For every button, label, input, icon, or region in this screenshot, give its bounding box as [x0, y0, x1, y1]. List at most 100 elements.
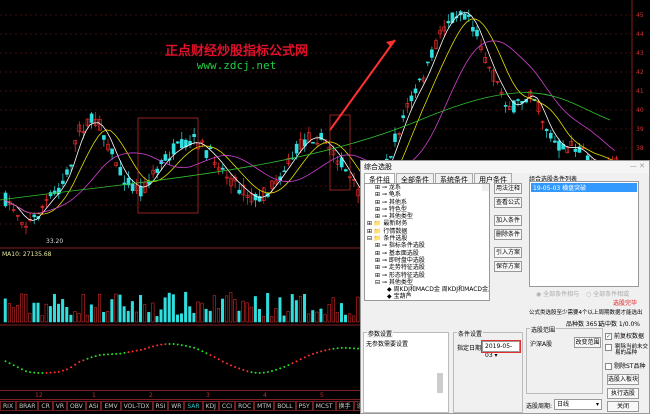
checkbox-exclude-new[interactable]: 剔除当前未交易的品种: [605, 344, 649, 356]
indicator-tab[interactable]: KDJ: [202, 401, 219, 411]
indicator-tab[interactable]: VOL-TDX: [120, 401, 153, 411]
tree-item[interactable]: ⊞ ⊸ 其他类型: [365, 213, 489, 220]
tree-item[interactable]: ⊞ ⊸ 龙系: [365, 184, 489, 191]
volume-bar: [93, 307, 97, 323]
volume-bar: [184, 291, 188, 323]
tab-all-conditions[interactable]: 全部条件: [396, 173, 434, 186]
candle-body: [48, 192, 53, 197]
tab-condition-group[interactable]: 条件组: [364, 173, 395, 186]
tree-scrollbar[interactable]: [482, 184, 489, 192]
sar-dot: [127, 351, 130, 354]
tree-item[interactable]: ⊟ 📁 条件选股: [365, 235, 489, 242]
list-item[interactable]: 19-05-03 横盘突破: [531, 183, 637, 192]
indicator-tab[interactable]: 换手: [335, 401, 354, 411]
indicator-tab[interactable]: CR: [38, 401, 53, 411]
indicator-tab[interactable]: CCI: [218, 401, 236, 411]
indicator-tab[interactable]: MTM: [254, 401, 275, 411]
candle-body: [114, 162, 118, 167]
price-tick: 43: [636, 50, 644, 57]
tree-item[interactable]: ⊞ 📁 最新财务: [365, 220, 489, 227]
candle-body: [237, 189, 241, 194]
delete-condition-button[interactable]: 删除条件: [494, 229, 522, 240]
sar-dot: [119, 352, 122, 355]
tree-item[interactable]: ◆ 宝葫芦: [365, 293, 489, 300]
indicator-tab[interactable]: PSY: [295, 401, 313, 411]
candle-body: [245, 194, 250, 198]
params-scrollbar[interactable]: [437, 373, 443, 393]
indicator-tab[interactable]: ASI: [85, 401, 102, 411]
tree-item[interactable]: ⊞ ⊸ 即时盘中选股: [365, 257, 489, 264]
indicator-tab[interactable]: RSI: [152, 401, 169, 411]
volume-bar: [196, 301, 200, 323]
volume-bar: [335, 312, 339, 323]
indicator-tab[interactable]: OBV: [67, 401, 86, 411]
tree-item[interactable]: ⊞ 📁 行情数据: [365, 228, 489, 235]
indicator-tab[interactable]: VR: [52, 401, 68, 411]
volume-bar: [208, 310, 212, 323]
tree-item[interactable]: ⊞ ⊸ 特色型: [365, 206, 489, 213]
close-button[interactable]: 关闭: [607, 401, 639, 412]
usage-note-button[interactable]: 用法注释: [494, 183, 522, 194]
indicator-tab[interactable]: MCST: [312, 401, 336, 411]
view-formula-button[interactable]: 查看公式: [494, 197, 522, 208]
selected-count: 选中数 1/0.0%: [599, 321, 640, 328]
sar-dot: [61, 369, 64, 372]
condition-tree[interactable]: ⊞ ⊸ 龙系 ⊞ ⊸ 龟系 ⊞ ⊸ 其他系 ⊞ ⊸ 特色型 ⊞ ⊸ 其他类型 ⊞ 📁 最新…: [364, 183, 490, 301]
import-plan-button[interactable]: 引入方案: [494, 247, 522, 258]
sar-dot: [234, 366, 237, 369]
sar-dot: [213, 356, 216, 359]
tab-user-conditions[interactable]: 用户条件: [474, 173, 512, 186]
tree-item[interactable]: ◆ 周KDJ和MACD金 周KDJ和MACD金叉: [365, 286, 489, 293]
radio-or[interactable]: ○ 全部条件相或: [586, 291, 630, 298]
tree-item-label: ⊞ ⊸ 指标条件选股: [375, 242, 425, 250]
volume-bar: [270, 316, 274, 323]
tree-item[interactable]: ⊟ ⊸ 其他类型: [365, 279, 489, 286]
run-screening-button[interactable]: 执行选股: [607, 388, 639, 399]
indicator-tab[interactable]: RIX: [0, 401, 17, 411]
candle-body: [233, 176, 237, 182]
volume-bar: [327, 303, 331, 323]
checkbox-exclude-new-label: 剔除当前未交易的品种: [615, 344, 649, 356]
tree-item-label: ⊞ ⊸ 其他类型: [375, 213, 413, 221]
sar-dot: [90, 356, 93, 359]
indicator-tab[interactable]: SAR: [184, 401, 203, 411]
indicator-tab[interactable]: EMV: [101, 401, 121, 411]
tree-item[interactable]: ⊞ ⊸ 其他系: [365, 199, 489, 206]
volume-bar: [307, 313, 311, 323]
sar-dot: [8, 362, 11, 365]
radio-and[interactable]: ◉ 全部条件相与: [536, 291, 580, 298]
candle-body: [331, 150, 336, 156]
indicator-tab[interactable]: WR: [168, 401, 185, 411]
checkbox-exclude-st[interactable]: 剔除ST品种: [605, 361, 645, 370]
tree-item[interactable]: ⊞ ⊸ 龟系: [365, 191, 489, 198]
candle-body: [89, 113, 94, 123]
date-picker[interactable]: 2019-05-03 ▾: [481, 340, 521, 359]
candle-body: [102, 135, 106, 140]
save-plan-button[interactable]: 保存方案: [494, 261, 522, 272]
checkbox-fq[interactable]: ✓ 前复权数据: [605, 333, 645, 340]
sar-dot: [291, 362, 294, 365]
candle-body: [81, 131, 86, 133]
tab-system-conditions[interactable]: 系统条件: [435, 173, 473, 186]
tree-item[interactable]: ⊞ ⊸ 基本面选股: [365, 250, 489, 257]
add-to-block-button[interactable]: 选股入板块: [607, 374, 639, 385]
candle-body: [77, 124, 82, 133]
add-condition-button[interactable]: 加入条件: [494, 215, 522, 226]
change-range-button[interactable]: 改变范围: [574, 337, 601, 348]
indicator-tab[interactable]: BOLL: [274, 401, 296, 411]
condition-list[interactable]: 19-05-03 横盘突破: [529, 181, 639, 287]
sar-dot: [189, 345, 191, 348]
period-select[interactable]: 日线 ▾: [554, 399, 602, 410]
tree-item[interactable]: ⊞ ⊸ 走势特征选股: [365, 264, 489, 271]
dialog-controls[interactable]: — ✕: [629, 162, 645, 170]
indicator-tab[interactable]: BRAR: [16, 401, 39, 411]
tree-item[interactable]: ⊞ ⊸ 形态特征选股: [365, 272, 489, 279]
candle-body: [180, 139, 184, 149]
volume-bar: [241, 300, 245, 323]
sar-dot: [135, 349, 138, 352]
candle-body: [212, 162, 217, 165]
low-price-label: 33.20: [46, 238, 64, 245]
trend-arrow: [329, 39, 396, 131]
indicator-tab[interactable]: ROC: [235, 401, 255, 411]
tree-item[interactable]: ⊞ ⊸ 指标条件选股: [365, 242, 489, 249]
